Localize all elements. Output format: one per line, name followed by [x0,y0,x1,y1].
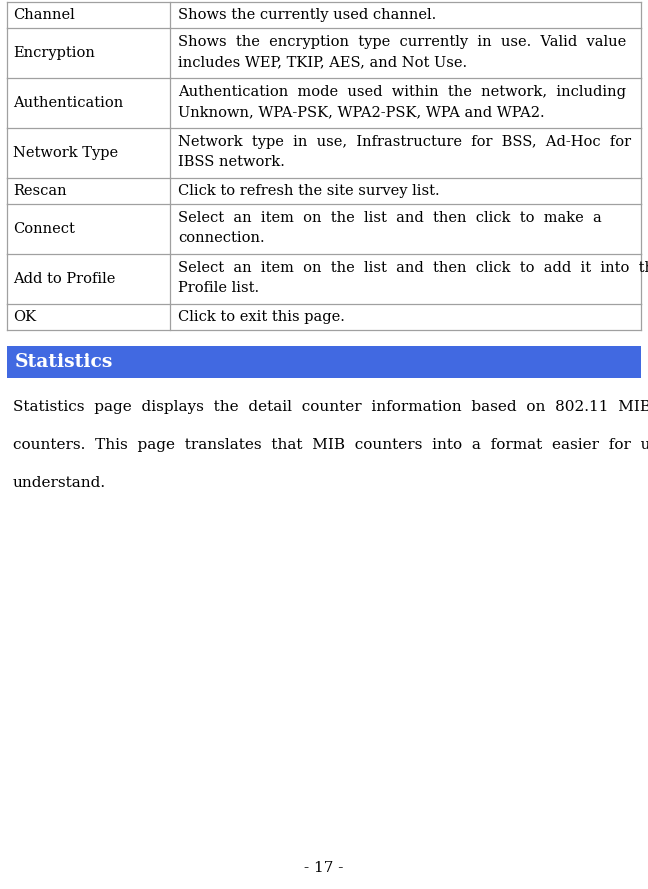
Text: OK: OK [13,310,36,324]
Text: Rescan: Rescan [13,184,67,198]
Text: Click to refresh the site survey list.: Click to refresh the site survey list. [178,184,439,198]
Bar [170,178,641,204]
Text: Connect: Connect [13,222,75,236]
Bar [7,346,641,378]
Text: Channel: Channel [13,8,75,22]
Text: Encryption: Encryption [13,46,95,60]
Bar [170,78,641,128]
Bar [170,2,641,28]
Text: Authentication  mode  used  within  the  network,  including
Unknown, WPA-PSK, W: Authentication mode used within the netw… [178,85,626,119]
Text: Network  type  in  use,  Infrastructure  for  BSS,  Ad-Hoc  for
IBSS network.: Network type in use, Infrastructure for … [178,135,631,169]
Bar [7,178,170,204]
Text: Network Type: Network Type [13,146,118,160]
Bar [7,128,170,178]
Text: understand.: understand. [13,476,106,490]
Bar [170,204,641,254]
Text: Select  an  item  on  the  list  and  then  click  to  make  a
connection.: Select an item on the list and then clic… [178,211,602,245]
Text: Authentication: Authentication [13,96,123,110]
Text: Statistics  page  displays  the  detail  counter  information  based  on  802.11: Statistics page displays the detail coun… [13,400,648,414]
Bar [170,254,641,304]
Bar [7,28,170,78]
Bar [7,2,170,28]
Bar [170,28,641,78]
Text: Shows  the  encryption  type  currently  in  use.  Valid  value
includes WEP, TK: Shows the encryption type currently in u… [178,35,626,69]
Bar [170,304,641,330]
Text: Click to exit this page.: Click to exit this page. [178,310,345,324]
Text: - 17 -: - 17 - [305,861,343,875]
Bar [7,254,170,304]
Text: Shows the currently used channel.: Shows the currently used channel. [178,8,436,22]
Text: Statistics: Statistics [15,353,113,371]
Bar [170,128,641,178]
Text: Select  an  item  on  the  list  and  then  click  to  add  it  into  the
Profil: Select an item on the list and then clic… [178,261,648,295]
Bar [7,304,170,330]
Bar [7,204,170,254]
Bar [7,78,170,128]
Text: counters.  This  page  translates  that  MIB  counters  into  a  format  easier : counters. This page translates that MIB … [13,438,648,452]
Text: Add to Profile: Add to Profile [13,272,115,286]
